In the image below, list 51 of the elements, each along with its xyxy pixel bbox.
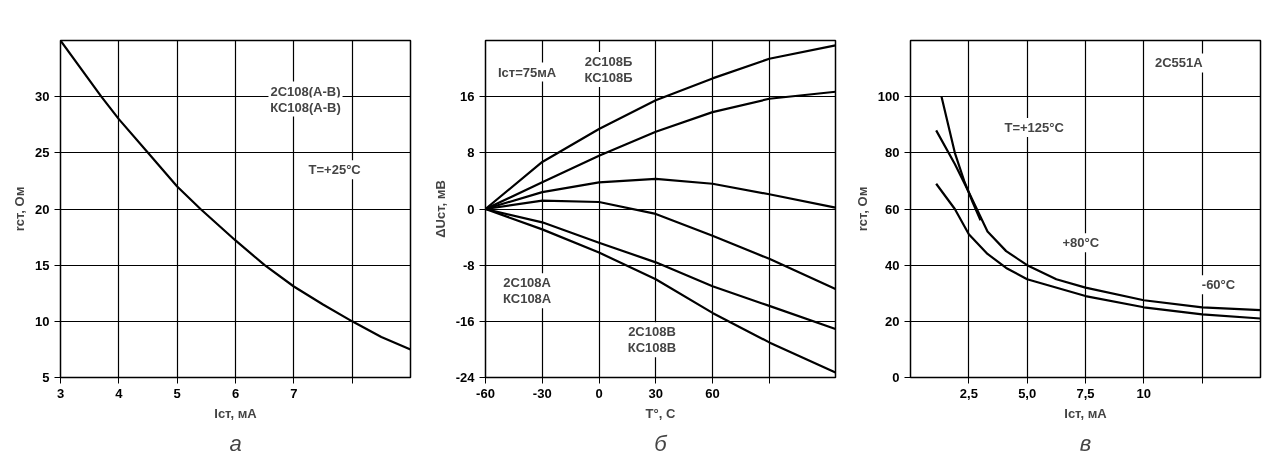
x-axis-title: T°, C	[645, 405, 676, 421]
y-tick-label: 5	[42, 370, 50, 385]
y-tick-label: 10	[35, 313, 50, 329]
text: б	[654, 430, 669, 456]
y-tick-label: 15	[35, 257, 50, 273]
y-tick-label: 80	[885, 145, 900, 161]
annotation: 2С108Б КС108Б	[584, 54, 633, 86]
y-tick-label: -24	[455, 370, 476, 385]
x-tick-label: 30	[648, 385, 664, 401]
annotation: T=+25°C	[308, 162, 362, 178]
y-tick-label: -8	[462, 257, 475, 273]
y-axis-title: rст, Ом	[12, 186, 28, 232]
y-tick-label: 20	[35, 201, 50, 217]
x-tick-label: 6	[231, 385, 240, 401]
y-tick-label: 8	[467, 145, 475, 161]
annotation: 2С551А	[1154, 55, 1204, 71]
x-tick-label: 7	[290, 385, 298, 401]
annotation: +80°C	[1062, 235, 1100, 251]
x-tick-label: 4	[115, 385, 124, 401]
text: в	[1079, 430, 1092, 456]
x-tick-label: 60	[705, 385, 720, 401]
y-tick-label: 25	[35, 145, 50, 161]
y-tick-label: 20	[885, 313, 900, 329]
x-tick-label: -30	[532, 385, 552, 401]
x-tick-label: 5	[173, 385, 181, 401]
x-tick-label: 2,5	[959, 385, 978, 401]
y-tick-label: 0	[467, 201, 475, 217]
x-tick-label: 10	[1136, 385, 1152, 401]
x-tick-label: -60	[476, 385, 495, 401]
y-tick-label: 100	[877, 89, 900, 105]
annotation: -60°C	[1201, 277, 1236, 293]
annotation: 2С108А КС108А	[503, 275, 552, 307]
y-tick-label: 60	[885, 201, 900, 217]
y-tick-label: 16	[460, 89, 475, 105]
x-axis-title: Iст, мА	[1064, 405, 1108, 421]
y-axis-title: ΔUст, мВ	[432, 180, 448, 238]
x-tick-label: 5,0	[1018, 385, 1037, 401]
y-tick-label: 40	[885, 257, 900, 273]
annotation: 2С108В КС108В	[627, 324, 677, 356]
y-tick-label: 30	[35, 89, 50, 105]
y-axis-title: rст, Ом	[854, 186, 870, 232]
x-tick-label: 3	[56, 385, 65, 401]
x-tick-label: 7,5	[1076, 385, 1095, 401]
x-axis-title: Iст, мА	[214, 405, 258, 421]
x-tick-label: 0	[595, 385, 603, 401]
y-tick-label: 0	[892, 370, 900, 385]
annotation: T=+125°C	[1004, 120, 1065, 136]
annotation: Iст=75мА	[497, 64, 557, 80]
text: а	[229, 430, 242, 456]
y-tick-label: -16	[455, 313, 475, 329]
annotation: 2С108(А-В) КС108(А-В)	[270, 83, 341, 115]
